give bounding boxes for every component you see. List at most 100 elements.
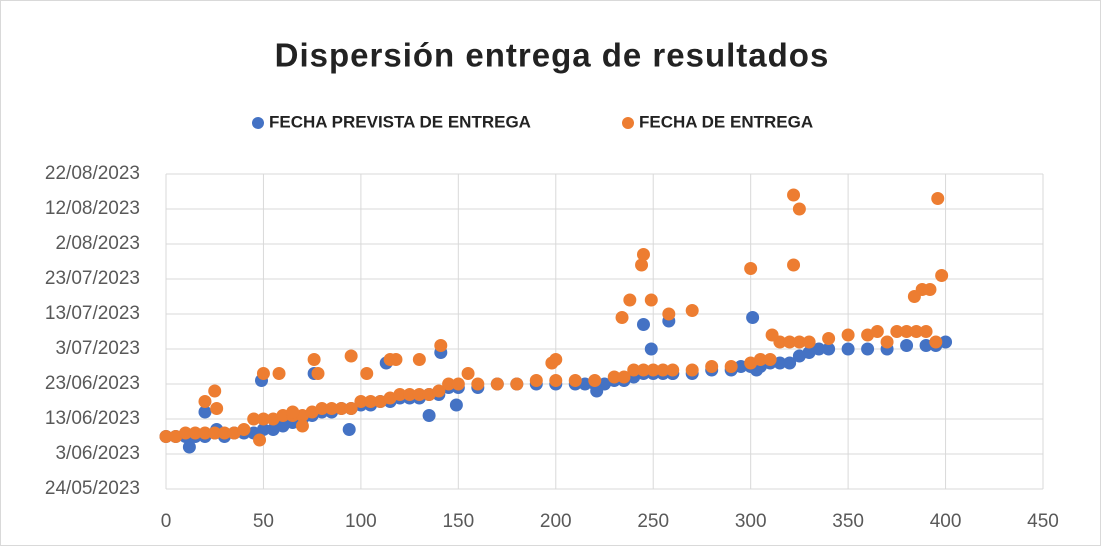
point — [822, 332, 836, 345]
point — [256, 423, 270, 436]
point — [588, 374, 602, 387]
point — [935, 269, 949, 282]
point — [549, 374, 563, 387]
point — [792, 202, 806, 216]
point — [307, 353, 321, 366]
point — [623, 293, 637, 307]
point — [412, 388, 426, 401]
point — [841, 328, 855, 342]
point — [792, 335, 806, 349]
y-tick-label: 23/06/2023 — [45, 373, 140, 394]
point — [510, 377, 524, 391]
point — [315, 402, 329, 415]
point — [208, 426, 222, 440]
point — [247, 412, 261, 426]
point — [763, 353, 777, 366]
point — [861, 342, 875, 356]
point — [685, 363, 699, 377]
point — [753, 353, 767, 366]
point — [182, 440, 196, 454]
y-tick-label: 23/07/2023 — [45, 268, 140, 289]
point — [929, 335, 943, 349]
point — [451, 377, 465, 391]
point — [198, 395, 212, 408]
x-tick-label: 200 — [540, 511, 572, 532]
y-tick-label: 13/06/2023 — [45, 408, 140, 429]
point — [529, 374, 543, 387]
point — [746, 311, 760, 324]
point — [354, 395, 368, 408]
point — [822, 342, 836, 356]
point — [636, 248, 650, 261]
legend-label: FECHA PREVISTA DE ENTREGA — [269, 112, 531, 131]
point — [198, 426, 212, 440]
x-tick-label: 400 — [930, 511, 962, 532]
point — [188, 426, 202, 440]
point — [607, 370, 621, 384]
point — [900, 339, 914, 352]
point — [159, 430, 173, 443]
x-tick-label: 250 — [637, 511, 669, 532]
point — [880, 335, 894, 349]
point — [237, 423, 251, 436]
point — [403, 388, 417, 401]
point — [272, 367, 286, 380]
point — [256, 412, 270, 426]
point — [461, 367, 475, 380]
point — [890, 325, 904, 338]
point — [549, 353, 563, 366]
point — [635, 258, 649, 272]
point — [393, 388, 407, 401]
y-tick-label: 2/08/2023 — [55, 233, 140, 254]
y-tick-label: 3/06/2023 — [55, 443, 140, 464]
point — [422, 409, 436, 422]
point — [939, 335, 953, 349]
point — [617, 370, 631, 384]
point — [812, 342, 826, 356]
point — [841, 342, 855, 356]
point — [449, 398, 463, 412]
point — [644, 342, 658, 356]
point — [217, 426, 231, 440]
point — [311, 367, 325, 380]
x-tick-label: 300 — [735, 511, 767, 532]
point — [364, 395, 378, 408]
point — [765, 328, 779, 342]
chart-title: Dispersión entrega de resultados — [275, 37, 830, 74]
point — [590, 384, 604, 398]
point — [685, 304, 699, 317]
y-tick-label: 24/05/2023 — [45, 478, 140, 499]
x-tick-label: 100 — [345, 511, 377, 532]
point — [646, 363, 660, 377]
legend-label: FECHA DE ENTREGA — [639, 112, 813, 131]
point — [931, 192, 945, 205]
point — [919, 325, 933, 338]
point — [724, 360, 738, 373]
point — [870, 325, 884, 338]
point — [644, 293, 658, 307]
point — [344, 402, 358, 415]
point — [208, 384, 222, 398]
point — [787, 188, 801, 202]
point — [666, 363, 680, 377]
point — [802, 335, 816, 349]
point — [389, 353, 403, 366]
y-tick-label: 3/07/2023 — [55, 338, 140, 359]
point — [923, 283, 937, 296]
point — [656, 363, 670, 377]
point — [783, 335, 797, 349]
point — [434, 339, 448, 352]
point — [198, 405, 212, 419]
point — [627, 363, 641, 377]
point — [568, 374, 582, 387]
point — [787, 258, 801, 272]
legend-marker — [622, 117, 634, 129]
point — [286, 405, 300, 419]
point — [744, 262, 758, 275]
point — [615, 311, 629, 324]
legend-marker — [252, 117, 264, 129]
x-tick-label: 50 — [253, 511, 274, 532]
